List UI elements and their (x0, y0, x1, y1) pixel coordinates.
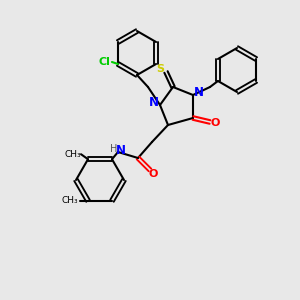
Text: N: N (149, 95, 159, 109)
Text: N: N (194, 86, 204, 100)
Text: H: H (110, 144, 118, 154)
Text: O: O (210, 118, 220, 128)
Text: S: S (156, 64, 164, 74)
Text: CH₃: CH₃ (65, 150, 81, 159)
Text: Cl: Cl (98, 57, 110, 67)
Text: N: N (116, 143, 126, 157)
Text: CH₃: CH₃ (62, 196, 78, 205)
Text: O: O (148, 169, 158, 179)
